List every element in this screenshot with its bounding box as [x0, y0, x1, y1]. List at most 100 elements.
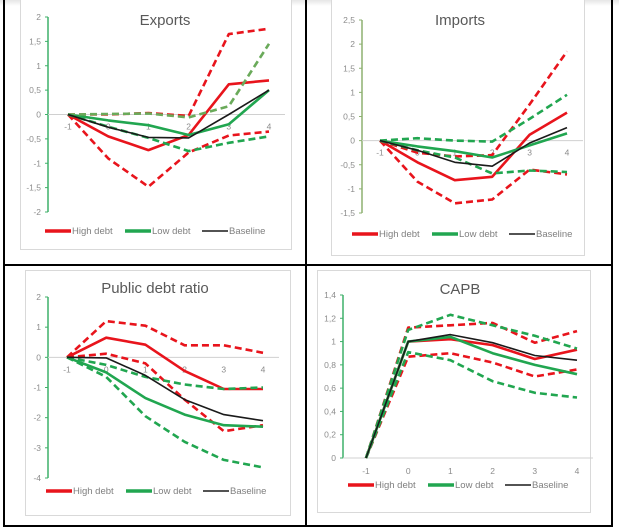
x-tick-label: 4: [261, 364, 266, 374]
chart-title: Public debt ratio: [101, 280, 209, 297]
y-tick-label: 0,5: [343, 112, 355, 122]
public-debt-chart-frame: [25, 270, 291, 516]
series-line-high-debt-upper: [66, 319, 264, 359]
series-line-baseline: [365, 333, 578, 459]
y-tick-label: 0: [350, 136, 355, 146]
legend-label: High debt: [375, 480, 416, 491]
x-tick-label: 4: [565, 148, 570, 158]
y-tick-label: -1,5: [26, 183, 41, 193]
series-line-low-debt: [66, 356, 264, 428]
series-line-high-debt-upper: [379, 50, 569, 158]
x-tick-label: -1: [64, 122, 72, 132]
chart-title: Imports: [435, 12, 485, 29]
y-tick-label: 1: [36, 322, 41, 332]
y-tick-label: 1,2: [324, 313, 336, 323]
legend-label: Baseline: [532, 480, 568, 491]
table-border-row: [3, 264, 613, 266]
y-tick-label: 0: [36, 110, 41, 120]
x-tick-label: 3: [532, 466, 537, 476]
chart-title: Exports: [140, 12, 191, 29]
series-line-low-debt-upper: [66, 356, 264, 391]
x-tick-label: 1: [143, 364, 148, 374]
x-tick-label: 2: [490, 148, 495, 158]
legend-label: Low debt: [153, 486, 192, 497]
series-line-high-debt: [379, 111, 568, 182]
y-tick-label: 2: [36, 292, 41, 302]
capb-chart-frame: [317, 270, 591, 513]
y-tick-label: 1,4: [324, 290, 336, 300]
series-line-low-debt-lower: [66, 356, 264, 469]
y-tick-label: -4: [33, 473, 41, 483]
exports-chart-frame: [20, 0, 292, 250]
y-tick-label: 1,5: [343, 63, 355, 73]
table-border-right: [611, 0, 613, 527]
public-debt-ratio-chart: Public debt ratio 2 1 0 -1 -2 -3 -4 -1 0 1 2 3 4 High…: [33, 280, 279, 497]
x-tick-label: 3: [221, 364, 226, 374]
y-tick-label: 2: [350, 39, 355, 49]
y-tick-label: 0,6: [324, 383, 336, 393]
series-line-high-debt-lower: [379, 139, 568, 205]
series-line-high-debt-lower: [66, 352, 264, 433]
x-tick-label: 2: [182, 364, 187, 374]
y-tick-label: 0,2: [324, 430, 336, 440]
y-tick-label: -2: [33, 207, 41, 217]
legend-label: Low debt: [455, 480, 494, 491]
y-tick-label: -0,5: [26, 134, 41, 144]
y-tick-label: 1: [331, 337, 336, 347]
legend-label: High debt: [379, 229, 420, 240]
y-tick-label: 0,8: [324, 360, 336, 370]
series-line-high-debt-lower: [364, 351, 578, 459]
x-tick-label: 1: [448, 466, 453, 476]
y-tick-label: 0: [36, 352, 41, 362]
table-border-bottom: [3, 525, 613, 527]
y-tick-label: 1,5: [29, 36, 41, 46]
x-tick-label: -1: [362, 466, 370, 476]
series-line-low-debt: [364, 335, 578, 459]
y-tick-label: 1: [36, 61, 41, 71]
exports-chart: Exports 21,510,50-0,5-1-1,5-2-1 0 1 2 3 4High…: [26, 12, 285, 237]
top-shade: [0, 0, 619, 6]
series-line-baseline: [67, 89, 270, 139]
y-tick-label: -1: [33, 383, 41, 393]
y-tick-label: -1: [33, 158, 41, 168]
series-line-baseline: [379, 126, 568, 167]
series-line-low-debt-upper: [379, 93, 568, 143]
series-line-low-debt: [379, 132, 568, 159]
series-line-low-debt-upper: [67, 43, 271, 119]
imports-chart: Imports 2,521,510,50-0,5-1-1,5-1 0 1 2 3 4Hig…: [340, 12, 583, 240]
legend-label: High debt: [73, 486, 114, 497]
x-tick-label: -1: [376, 148, 384, 158]
legend-label: Baseline: [230, 486, 266, 497]
legend-label: Baseline: [229, 226, 265, 237]
y-tick-label: 2: [36, 12, 41, 22]
y-tick-label: 0,4: [324, 406, 336, 416]
x-tick-label: 2: [186, 122, 191, 132]
x-tick-label: 0: [406, 466, 411, 476]
y-tick-label: -3: [33, 443, 41, 453]
x-tick-label: 4: [575, 466, 580, 476]
y-tick-label: -1: [347, 184, 355, 194]
capb-chart: CAPB 1,4 1,2 1 0,8 0,6 0,4 0,2 0 -1 0 1 2 3 4 High deb…: [324, 281, 593, 491]
y-tick-label: 2,5: [343, 15, 355, 25]
x-tick-label: 1: [452, 148, 457, 158]
y-tick-label: 1: [350, 87, 355, 97]
y-tick-label: -2: [33, 413, 41, 423]
legend-label: Low debt: [459, 229, 498, 240]
table-border-middle: [305, 0, 307, 527]
x-tick-label: 3: [527, 148, 532, 158]
y-tick-label: -0,5: [340, 160, 355, 170]
y-tick-label: 0,5: [29, 85, 41, 95]
chart-title: CAPB: [440, 281, 481, 298]
series-line-low-debt: [67, 89, 270, 137]
legend-label: Baseline: [536, 229, 572, 240]
x-tick-label: 0: [104, 364, 109, 374]
x-tick-label: 3: [226, 122, 231, 132]
x-tick-label: 2: [490, 466, 495, 476]
y-tick-label: -1,5: [340, 208, 355, 218]
legend-label: High debt: [72, 226, 113, 237]
series-line-high-debt-lower: [67, 113, 270, 188]
series-line-low-debt-lower: [364, 350, 578, 459]
x-tick-label: -1: [63, 364, 71, 374]
x-tick-label: 4: [267, 122, 272, 132]
